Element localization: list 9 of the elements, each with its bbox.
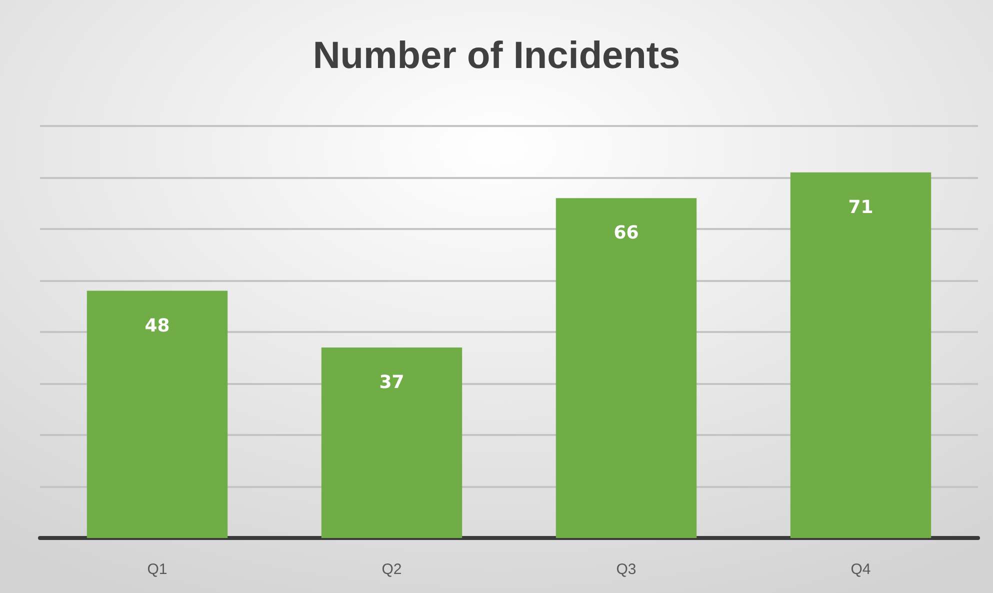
data-label: 71 xyxy=(848,196,874,218)
x-tick-label: Q2 xyxy=(382,561,402,578)
x-tick-label: Q1 xyxy=(147,561,168,578)
chart-title: Number of Incidents xyxy=(312,35,680,77)
data-label: 37 xyxy=(379,372,404,393)
data-label: 48 xyxy=(144,315,170,336)
x-tick-label: Q3 xyxy=(616,561,636,578)
data-label: 66 xyxy=(614,222,639,244)
x-tick-label: Q4 xyxy=(850,561,871,578)
